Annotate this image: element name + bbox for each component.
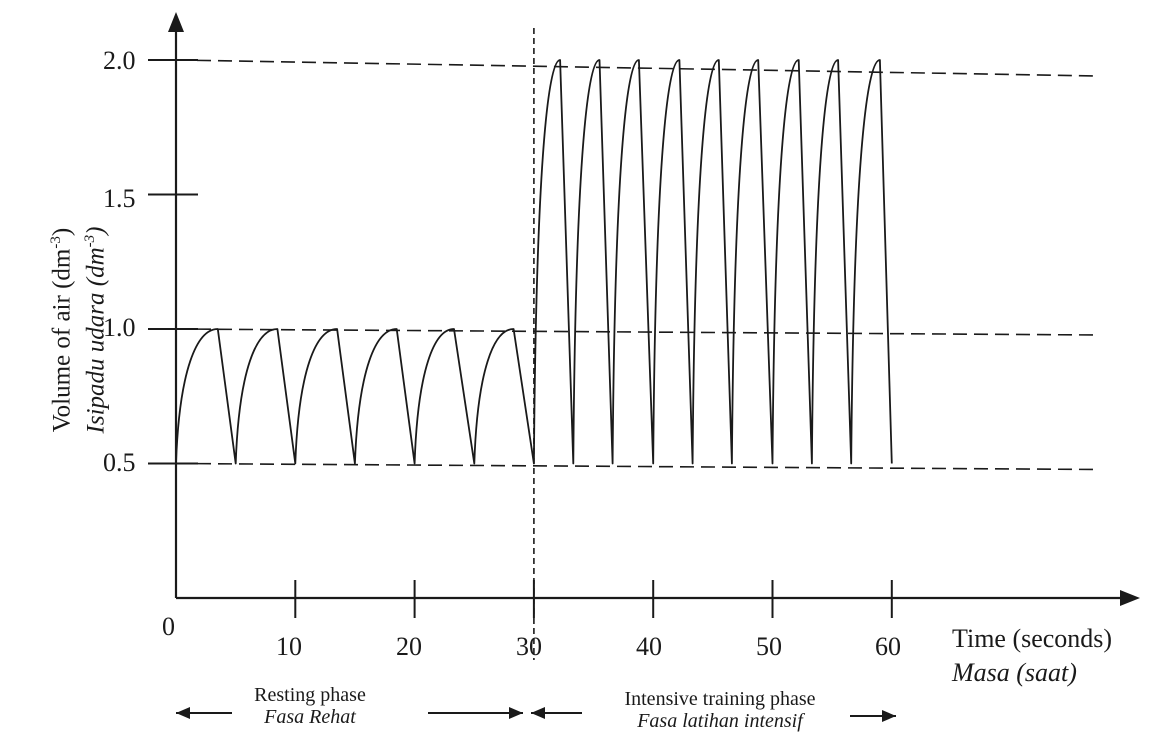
resting-phase-title: Resting phase [254,684,366,706]
y-axis-title: Volume of air (dm-3) Isipadu udara (dm-3… [42,227,111,434]
x-tick-label-30: 30 [516,632,542,661]
training-phase-title-alt: Fasa latihan intensif [637,710,803,732]
reference-line-0-5 [175,462,1099,471]
x-tick-label-20: 20 [396,632,422,661]
y-tick-label-1-0: 1.0 [103,313,136,342]
y-axis-title-alt-sup: -3 [82,234,99,248]
resting-phase-label: Resting phase Fasa Rehat [240,684,380,728]
resting-phase-title-alt: Fasa Rehat [264,706,356,728]
x-tick-label-10: 10 [276,632,302,661]
resting-phase-arrow-left-head [176,707,190,719]
y-axis-title-close: ) [48,227,76,237]
y-tick-label-1-5: 1.5 [103,184,136,213]
training-phase-label: Intensive training phase Fasa latihan in… [585,688,855,732]
y-tick-label-2-0: 2.0 [103,46,136,75]
resting-phase-arrow-right-head [509,707,523,719]
x-axis-arrowhead [1120,590,1140,606]
reference-line-2 [175,59,1099,77]
training-phase-arrow-right-head [882,710,896,722]
x-axis-title-alt: Masa (saat) [952,658,1077,687]
x-axis-title: Time (seconds) [952,624,1113,653]
x-tick-label-40: 40 [636,632,662,661]
x-tick-label-60: 60 [875,632,901,661]
training-phase-title: Intensive training phase [624,688,816,710]
x-tick-label-50: 50 [756,632,782,661]
y-axis-title-sup: -3 [48,236,64,249]
breathing-volume-line [175,59,893,465]
y-axis-title-alt-close: ) [82,226,110,235]
y-axis-title-alt-text: Isipadu udara (dm [82,247,110,434]
y-axis-arrowhead [168,12,184,32]
x-tick-label-0: 0 [162,612,175,641]
reference-line-1 [175,328,1099,336]
training-phase-arrow-left-head [531,707,545,719]
y-axis-title-text: Volume of air (dm [48,248,76,433]
y-tick-label-0-5: 0.5 [103,448,136,477]
